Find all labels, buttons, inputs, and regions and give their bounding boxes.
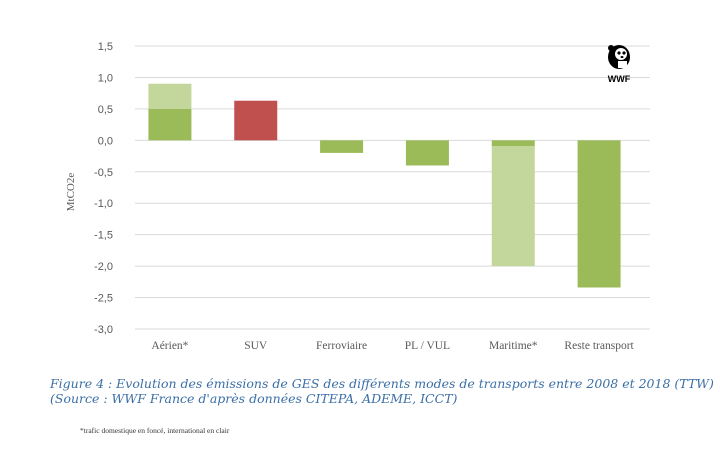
y-tick-labels: 1,5 1,0 0,5 0,0 -0,5 -1,0 -1,5 -2,0 -2,5 -3,0 [94,41,113,336]
bar-domestique [577,140,621,288]
bar-domestique [405,140,449,166]
caption-line-2: (Source : WWF France d'après données CIT… [50,391,458,406]
category-label: Maritime* [489,340,538,352]
caption-line-1: Figure 4 : Evolution des émissions de GE… [50,376,714,391]
category-label: SUV [244,340,268,352]
category-label: PL / VUL [405,340,450,352]
gridlines [135,45,650,330]
bar-SUV [234,100,278,141]
category-label: Ferroviaire [316,340,367,352]
bar-domestique [491,140,535,146]
bars [148,83,621,288]
panda-icon [608,45,630,69]
y-tick-label: -2,5 [94,293,113,305]
category-label: Reste transport [564,340,634,352]
y-tick-label: 0,0 [98,135,113,147]
wwf-logo: WWF [604,44,634,84]
bar-chart: 1,5 1,0 0,5 0,0 -0,5 -1,0 -1,5 -2,0 -2,5 -3,0 Aér… [65,41,650,352]
category-label: Aérien* [151,340,188,352]
category-labels: Aérien* SUV Ferroviaire PL / VUL Maritime* Re… [151,340,634,352]
bar-international [148,83,192,109]
y-tick-label: -3,0 [94,324,113,336]
y-tick-label: -2,0 [94,261,113,273]
y-tick-label: 0,5 [98,104,113,116]
y-tick-label: 1,0 [98,72,113,84]
y-tick-label: 1,5 [98,41,113,53]
y-tick-label: -1,5 [94,230,113,242]
wwf-logo-text: WWF [607,74,631,84]
y-tick-label: -0,5 [94,167,113,179]
bar-domestique [148,108,192,141]
bar-international [491,145,535,267]
figure-caption: Figure 4 : Evolution des émissions de GE… [50,376,714,406]
bar-domestique [320,140,364,153]
y-tick-label: -1,0 [94,198,113,210]
footnote: *trafic domestique en foncé, internation… [80,426,230,435]
y-axis-label: MtCO2e [65,173,77,212]
